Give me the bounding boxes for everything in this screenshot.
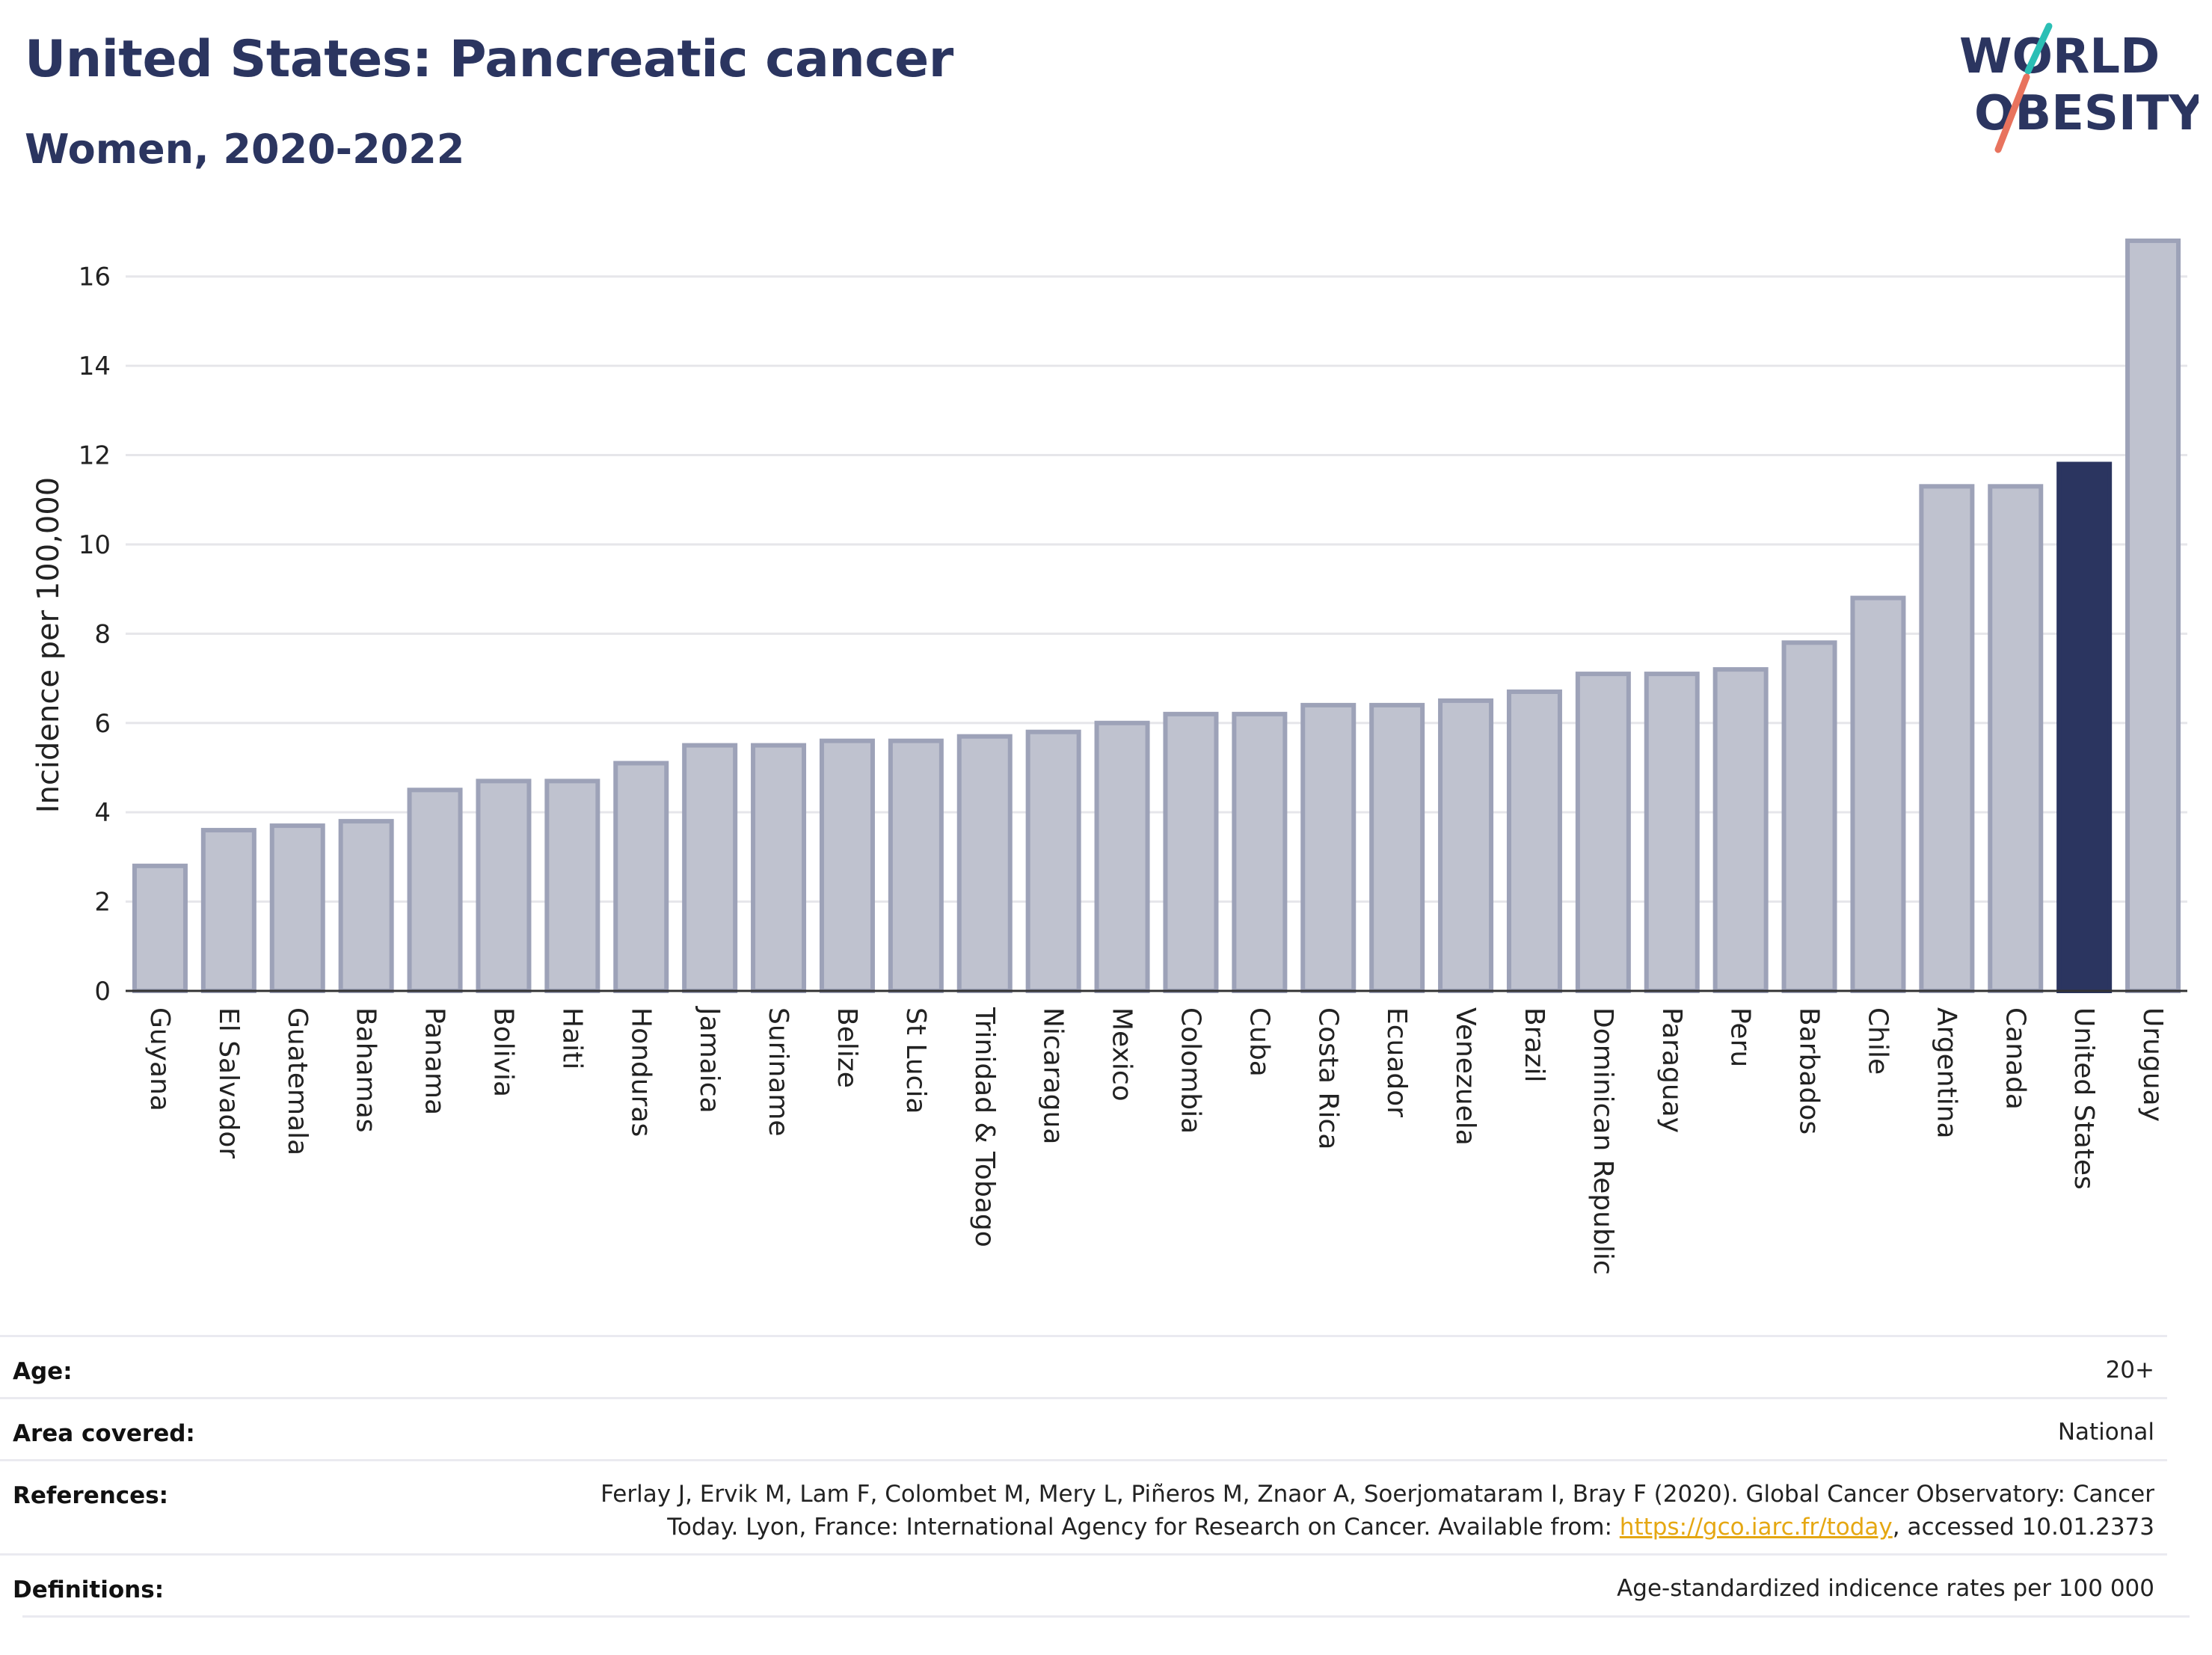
bar: [682, 743, 738, 994]
bar: [2125, 238, 2181, 993]
bar: [1025, 729, 1081, 993]
x-tick-label: Nicaragua: [1038, 1007, 1069, 1144]
definitions-label: Definitions:: [13, 1576, 165, 1603]
x-tick-label: Honduras: [625, 1007, 656, 1137]
x-tick-label: Canada: [2000, 1007, 2030, 1110]
references-line1: Ferlay J, Ervik M, Lam F, Colombet M, Me…: [600, 1481, 2154, 1508]
world-obesity-logo: WORLD OBESITY: [1959, 22, 2199, 153]
references-line2: Today. Lyon, France: International Agenc…: [600, 1511, 2154, 1544]
references-line2-suffix: , accessed 10.01.2373: [1892, 1514, 2154, 1541]
bar: [338, 819, 394, 994]
bar: [132, 863, 188, 993]
y-tick-label: 10: [79, 530, 111, 560]
y-axis-label: Incidence per 100,000: [31, 477, 66, 814]
bar: [1712, 667, 1769, 994]
x-tick-label: Venezuela: [1450, 1007, 1481, 1146]
bar: [1781, 640, 1837, 993]
bar-highlight: [2056, 461, 2113, 993]
bar: [1850, 595, 1906, 993]
x-tick-label: Uruguay: [2137, 1007, 2168, 1122]
x-tick-label: Belize: [832, 1007, 862, 1088]
references-link[interactable]: https://gco.iarc.fr/today: [1619, 1514, 1893, 1541]
y-tick-label: 14: [79, 351, 111, 381]
references-line2-prefix: Today. Lyon, France: International Agenc…: [667, 1514, 1620, 1541]
x-tick-label: Trinidad & Tobago: [969, 1007, 1000, 1247]
logo-slash-teal: [2024, 22, 2053, 75]
age-value: 20+: [2105, 1357, 2154, 1384]
x-tick-label: Peru: [1725, 1007, 1756, 1067]
x-tick-label: Haiti: [556, 1007, 587, 1069]
y-tick-label: 16: [79, 262, 111, 292]
info-row-age: Age: 20+: [0, 1335, 2167, 1397]
bar: [1988, 484, 2044, 993]
bar: [1506, 689, 1562, 993]
bar: [751, 743, 807, 994]
bar: [1094, 720, 1150, 993]
x-tick-label: Dominican Republic: [1588, 1007, 1618, 1275]
bar: [1575, 672, 1631, 994]
bar: [1232, 711, 1288, 994]
x-tick-label: United States: [2068, 1007, 2099, 1190]
y-tick-label: 12: [79, 441, 111, 471]
logo-line1: WORLD: [1959, 29, 2160, 85]
bar: [613, 761, 669, 993]
bar: [200, 828, 256, 994]
info-row-area: Area covered: National: [0, 1397, 2167, 1459]
bar: [1919, 484, 1975, 993]
x-tick-label: Guyana: [144, 1007, 175, 1111]
x-tick-label: St Lucia: [900, 1007, 931, 1114]
bar: [407, 787, 463, 993]
x-tick-label: Mexico: [1107, 1007, 1137, 1102]
bar: [1300, 702, 1357, 993]
bar: [888, 738, 944, 993]
logo-slash-coral: [1994, 73, 2030, 153]
bar: [1163, 711, 1219, 994]
x-tick-label: Guatemala: [282, 1007, 313, 1155]
area-value: National: [2057, 1419, 2154, 1446]
x-tick-label: Jamaica: [694, 1006, 725, 1114]
bar: [544, 779, 600, 993]
bar: [956, 734, 1013, 993]
bar: [1369, 702, 1425, 993]
x-tick-label: Paraguay: [1656, 1007, 1687, 1133]
bar: [476, 779, 532, 993]
definitions-value: Age-standardized indicence rates per 100…: [1617, 1575, 2154, 1602]
y-tick-label: 2: [94, 888, 111, 918]
references-value: Ferlay J, Ervik M, Lam F, Colombet M, Me…: [600, 1478, 2154, 1544]
x-tick-label: Cuba: [1244, 1007, 1274, 1077]
bar: [269, 823, 325, 994]
x-tick-label: Brazil: [1519, 1007, 1549, 1082]
area-label: Area covered:: [13, 1420, 195, 1447]
x-tick-label: Bolivia: [488, 1007, 518, 1097]
x-tick-label: Colombia: [1175, 1007, 1205, 1134]
info-row-references: References: Ferlay J, Ervik M, Lam F, Co…: [0, 1459, 2167, 1554]
bar-chart: 0 2 4 6 8 10 12 14 16 Incidence per 100,000 Guyana…: [31, 238, 2187, 1275]
chart-title: United States: Pancreatic cancer: [25, 30, 953, 89]
x-tick-label: Costa Rica: [1312, 1007, 1343, 1149]
x-tick-label: Chile: [1862, 1007, 1893, 1075]
x-tick-label: Suriname: [763, 1007, 793, 1137]
bar: [819, 738, 875, 993]
y-tick-label: 4: [94, 798, 111, 828]
x-tick-label: Panama: [420, 1007, 450, 1115]
info-row-definitions: Definitions: Age-standardized indicence …: [0, 1553, 2167, 1617]
y-tick-label: 0: [94, 977, 111, 1007]
x-tick-label: Bahamas: [351, 1007, 381, 1133]
x-tick-label: Argentina: [1931, 1007, 1961, 1139]
info-bottom-divider: [22, 1615, 2190, 1618]
references-label: References:: [13, 1482, 169, 1509]
y-tick-label: 8: [94, 619, 111, 649]
x-tick-label: Barbados: [1794, 1007, 1825, 1134]
bar: [1644, 672, 1700, 994]
bar: [1438, 698, 1494, 993]
age-label: Age:: [13, 1358, 73, 1385]
x-tick-label: Ecuador: [1381, 1007, 1412, 1117]
y-tick-label: 6: [94, 709, 111, 739]
chart-subtitle: Women, 2020-2022: [25, 126, 465, 173]
x-tick-label: El Salvador: [213, 1007, 244, 1158]
